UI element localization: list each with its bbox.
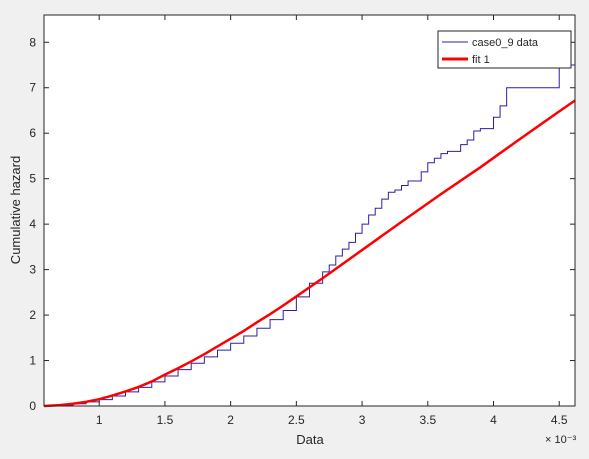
legend-box xyxy=(437,30,572,69)
x-tick-label: 1.5 xyxy=(157,413,174,427)
y-tick-label: 4 xyxy=(29,217,36,231)
x-exponent-label: × 10⁻³ xyxy=(545,434,577,446)
plot-area[interactable] xyxy=(44,15,575,406)
y-tick-label: 3 xyxy=(29,263,36,277)
y-tick-label: 8 xyxy=(29,35,36,49)
x-tick-label: 2 xyxy=(227,413,234,427)
series-layer xyxy=(43,24,576,408)
y-tick-label: 1 xyxy=(29,354,36,368)
x-tick-label: 4.5 xyxy=(551,413,568,427)
legend-entry-case0-9-data: case0_9 data xyxy=(472,37,539,49)
ticks-layer: 1 1.5 2 2.5 3 3.5 4 4.5 0 1 2 3 4 5 6 7 8 xyxy=(29,15,575,427)
y-tick-label: 7 xyxy=(29,81,36,95)
x-tick-label: 3.5 xyxy=(419,413,436,427)
series-fit-1[interactable] xyxy=(43,99,576,408)
legend[interactable]: case0_9 data fit 1 xyxy=(437,30,572,69)
y-tick-label: 5 xyxy=(29,172,36,186)
x-tick-label: 4 xyxy=(490,413,497,427)
series-case0-9-data[interactable] xyxy=(44,24,576,407)
x-tick-label: 3 xyxy=(359,413,366,427)
y-axis-label: Cumulative hazard xyxy=(8,156,23,264)
x-axis-label: Data xyxy=(296,432,324,447)
y-tick-label: 2 xyxy=(29,308,36,322)
x-tick-label: 1 xyxy=(96,413,103,427)
x-tick-label: 2.5 xyxy=(288,413,305,427)
y-tick-label: 6 xyxy=(29,126,36,140)
y-tick-label: 0 xyxy=(29,399,36,413)
axes-box xyxy=(43,14,576,407)
legend-entry-fit-1: fit 1 xyxy=(472,54,490,66)
